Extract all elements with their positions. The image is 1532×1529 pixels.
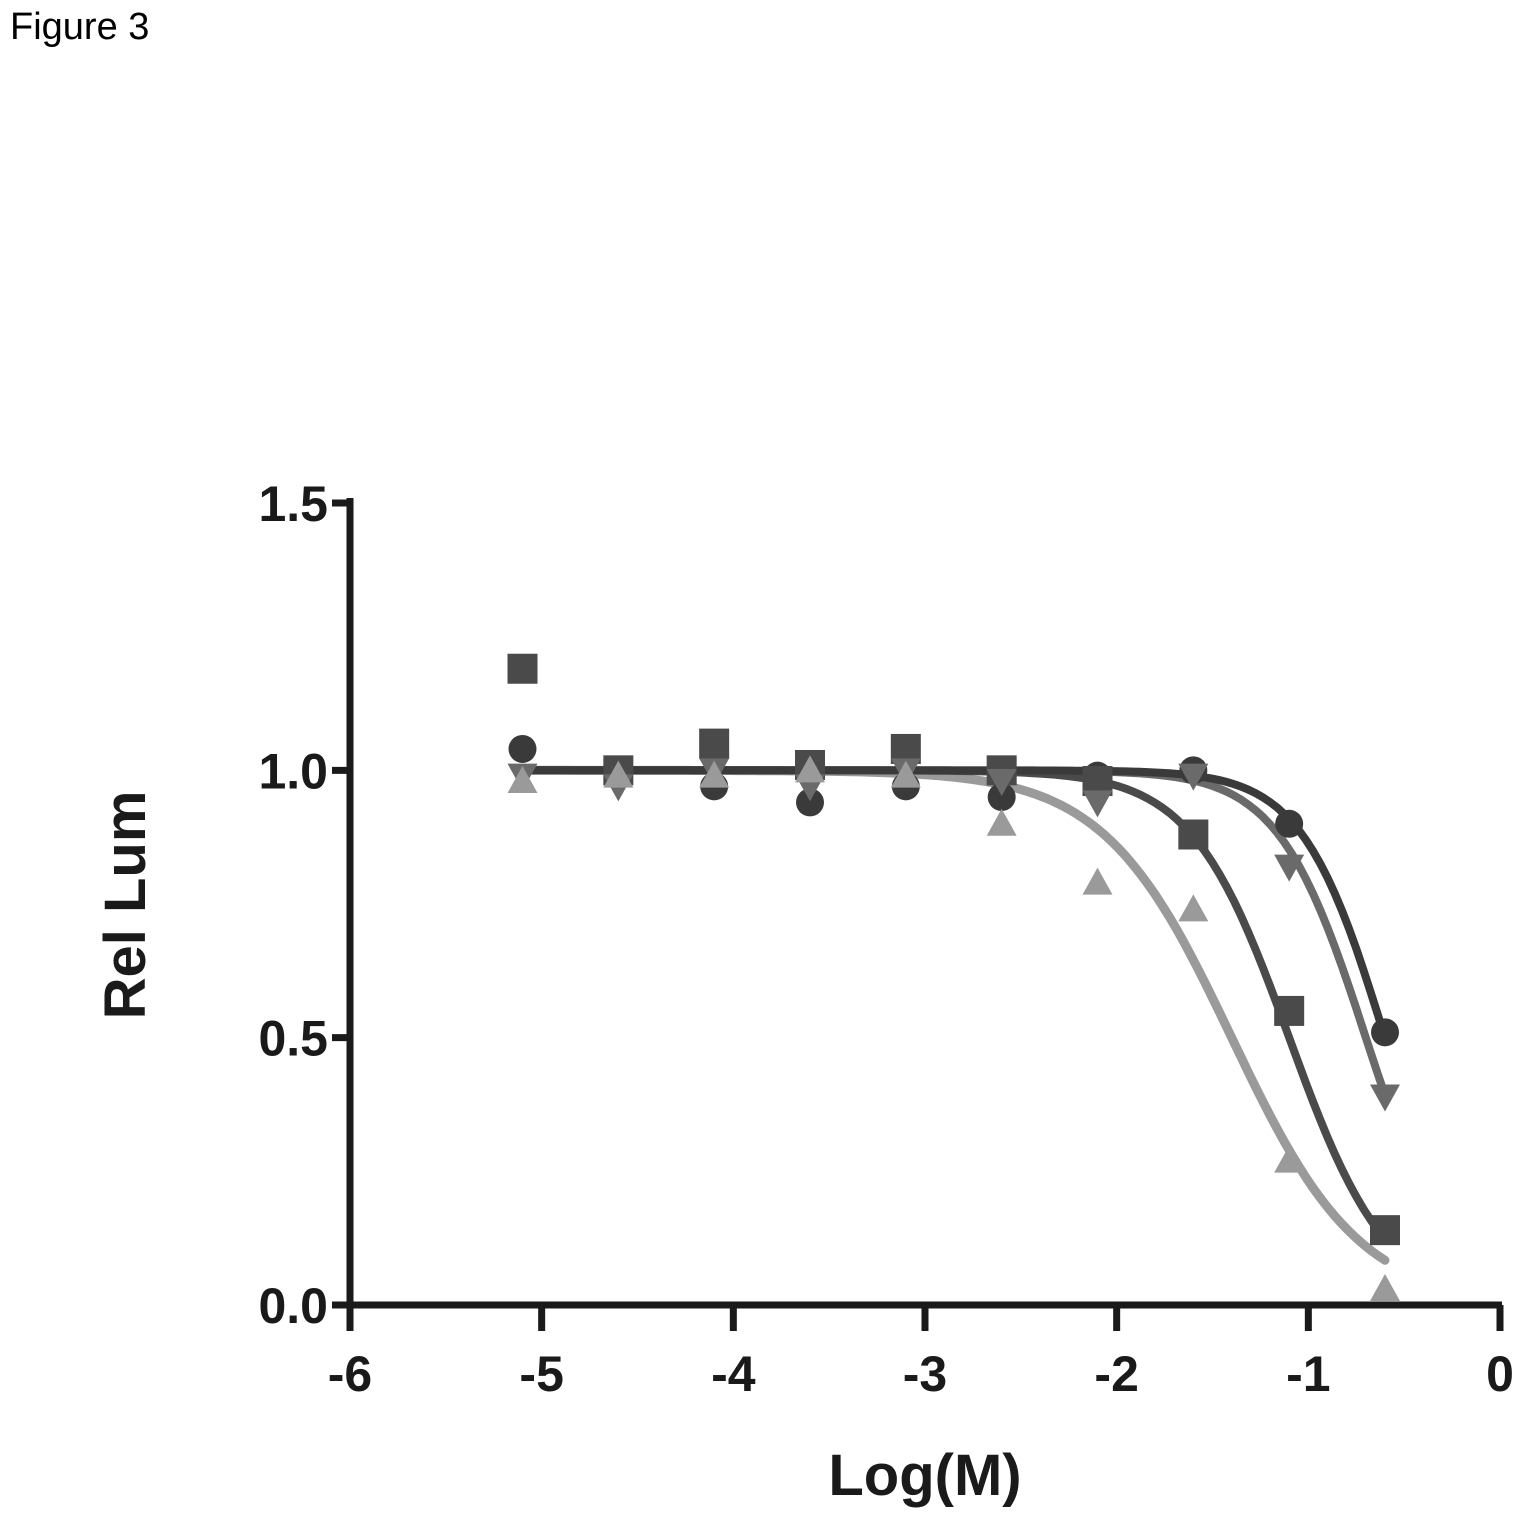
y-tick-label: 0.5 bbox=[258, 1011, 328, 1067]
data-point-series-4 bbox=[507, 766, 538, 794]
y-tick-label: 1.0 bbox=[258, 743, 328, 799]
fit-curve-series-4 bbox=[518, 765, 1390, 1265]
x-tick-label: -6 bbox=[328, 1346, 372, 1402]
data-point-series-2 bbox=[1370, 1215, 1400, 1246]
data-point-series-3 bbox=[1370, 1084, 1400, 1112]
data-point-series-4 bbox=[1178, 894, 1209, 922]
data-point-series-1 bbox=[987, 783, 1016, 812]
x-tick-label: -3 bbox=[903, 1346, 947, 1402]
data-point-series-4 bbox=[890, 760, 921, 788]
data-point-series-3 bbox=[1274, 854, 1305, 882]
y-tick-label: 1.5 bbox=[258, 476, 328, 532]
data-point-series-4 bbox=[699, 760, 730, 788]
fit-curve-series-3 bbox=[518, 766, 1389, 1100]
x-tick-label: -4 bbox=[711, 1346, 756, 1402]
data-point-series-4 bbox=[1274, 1145, 1305, 1173]
data-markers bbox=[507, 653, 1400, 1301]
data-point-series-3 bbox=[1178, 763, 1209, 791]
y-ticks: 0.0 0.5 1.0 1.5 bbox=[258, 476, 350, 1334]
data-point-series-4 bbox=[603, 760, 634, 788]
data-point-series-4 bbox=[795, 755, 825, 783]
y-axis-title: Rel Lum bbox=[93, 791, 158, 1020]
x-axis-title: Log(M) bbox=[828, 1443, 1021, 1508]
data-point-series-2 bbox=[699, 728, 730, 759]
x-tick-label: -5 bbox=[519, 1346, 563, 1402]
fit-curves bbox=[518, 765, 1390, 1265]
x-tick-label: 0 bbox=[1486, 1346, 1514, 1402]
data-point-series-2 bbox=[1178, 819, 1209, 850]
data-point-series-3 bbox=[986, 769, 1017, 797]
data-point-series-4 bbox=[986, 808, 1017, 836]
x-ticks: -6 -5 -4 -3 -2 -1 0 bbox=[328, 1305, 1514, 1402]
axes: 0.0 0.5 1.0 1.5 -6 -5 -4 -3 -2 -1 0 bbox=[258, 476, 1513, 1402]
data-point-series-4 bbox=[1082, 867, 1113, 895]
data-point-series-2 bbox=[1274, 995, 1305, 1026]
data-point-series-1 bbox=[1275, 809, 1304, 838]
data-point-series-2 bbox=[507, 653, 538, 684]
fit-curve-series-1 bbox=[518, 766, 1389, 1042]
figure-label: Figure 3 bbox=[10, 6, 150, 48]
data-point-series-4 bbox=[1370, 1273, 1400, 1301]
x-tick-label: -2 bbox=[1094, 1346, 1138, 1402]
data-point-series-3 bbox=[1082, 790, 1113, 818]
data-point-series-1 bbox=[1371, 1018, 1399, 1047]
fit-curve-series-2 bbox=[518, 766, 1389, 1243]
x-tick-label: -1 bbox=[1286, 1346, 1330, 1402]
data-point-series-1 bbox=[796, 788, 824, 817]
y-tick-label: 0.0 bbox=[258, 1278, 328, 1334]
data-point-series-1 bbox=[508, 734, 537, 763]
